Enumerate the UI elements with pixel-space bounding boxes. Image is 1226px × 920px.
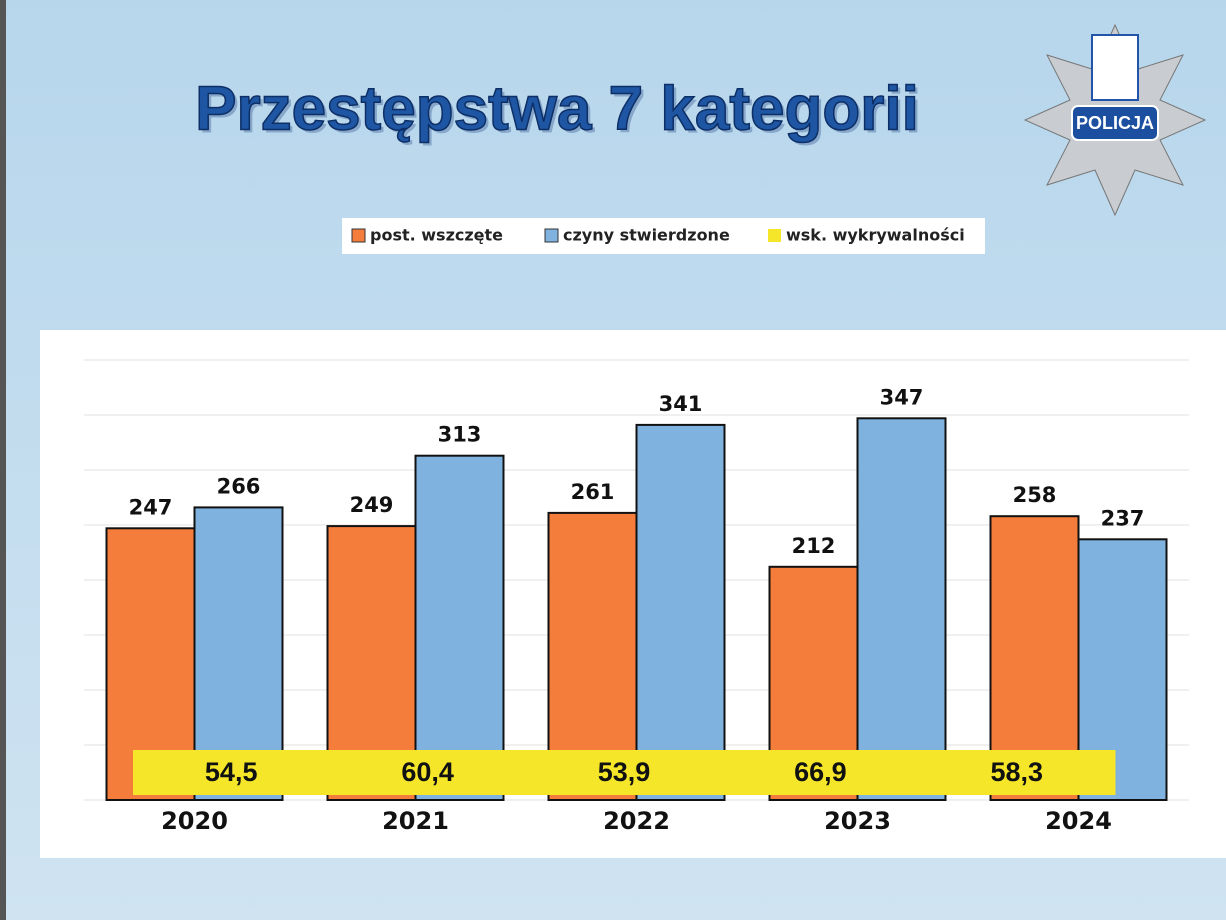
legend-swatch: [351, 228, 366, 243]
rate-box: [525, 750, 723, 795]
logo: POLICJA: [1023, 23, 1207, 217]
legend-label: post. wszczęte: [370, 226, 503, 245]
logo-band: [1071, 105, 1159, 141]
legend-swatch: [544, 228, 559, 243]
x-tick-label: 2023: [824, 807, 891, 835]
bar: [414, 454, 505, 801]
value-label: 258: [1013, 483, 1057, 507]
rate-label: 58,3: [991, 757, 1044, 787]
rate-box: [722, 750, 920, 795]
bar: [635, 423, 726, 801]
legend-label: wsk. wykrywalności: [786, 226, 965, 245]
rate-box: [133, 750, 330, 795]
value-label: 313: [438, 423, 482, 447]
title-shadow: Przestępstwa 7 kategorii: [198, 77, 922, 146]
x-tick-label: 2024: [1045, 807, 1112, 835]
rate-label: 66,9: [794, 757, 847, 787]
logo-text: POLICJA: [1076, 113, 1154, 133]
value-label: 341: [659, 392, 703, 416]
x-tick-label: 2021: [382, 807, 449, 835]
logo-shield: [1091, 34, 1139, 101]
value-label: 249: [350, 493, 394, 517]
legend-swatch: [768, 229, 781, 242]
rate-box: [918, 750, 1116, 795]
value-label: 261: [571, 480, 615, 504]
left-edge: [0, 0, 6, 920]
rate-label: 54,5: [205, 757, 258, 787]
chart-title: Przestępstwa 7 kategorii: [195, 74, 919, 143]
legend-box: [342, 218, 985, 254]
x-tick-label: 2022: [603, 807, 670, 835]
value-label: 247: [129, 495, 173, 519]
value-label: 237: [1101, 506, 1145, 530]
bar: [856, 417, 947, 801]
value-label: 347: [880, 385, 924, 409]
x-tick-label: 2020: [161, 807, 228, 835]
rate-box: [329, 750, 527, 795]
rate-label: 60,4: [401, 757, 454, 787]
legend-label: czyny stwierdzone: [563, 226, 730, 245]
value-label: 212: [792, 534, 836, 558]
rate-label: 53,9: [598, 757, 651, 787]
value-label: 266: [217, 474, 261, 498]
